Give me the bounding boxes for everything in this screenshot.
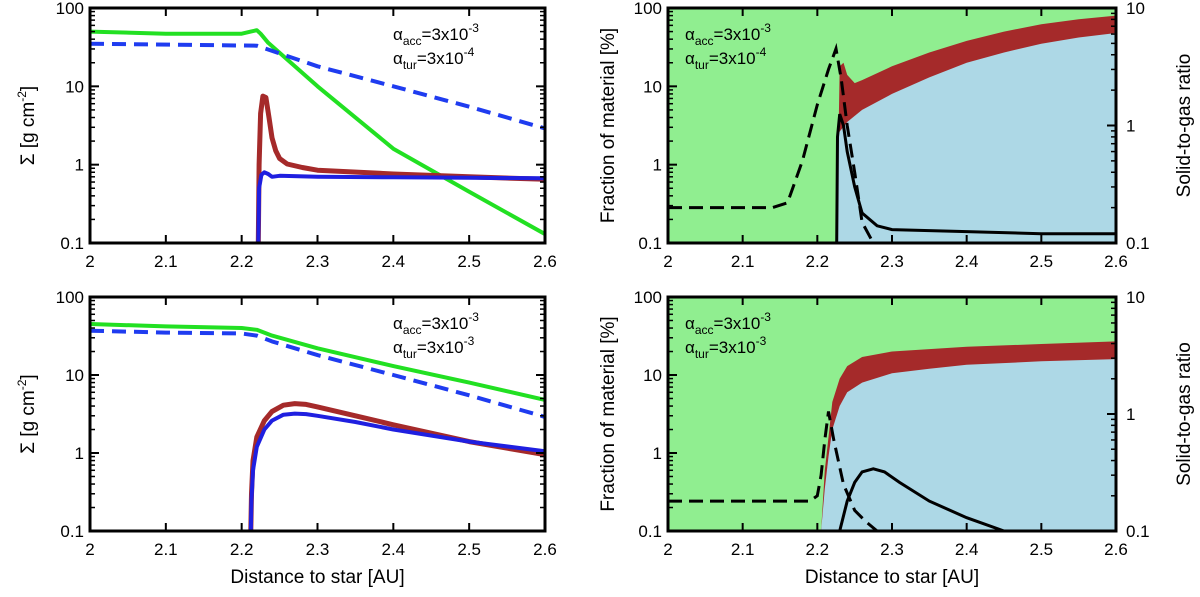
alpha-annotation-1: αacc=3x10-3 (685, 21, 771, 48)
x-tick-label: 2.2 (806, 252, 830, 271)
y-axis-label: Σ [g cm-2] (15, 374, 39, 453)
x-tick-label: 2.2 (230, 540, 254, 559)
x-tick-label: 2.2 (230, 252, 254, 271)
x-tick-label: 2.4 (382, 540, 406, 559)
x-tick-label: 2.5 (1030, 540, 1054, 559)
x-axis-label: Distance to star [AU] (230, 567, 404, 588)
y2-tick-label: 10 (1126, 0, 1145, 18)
x-tick-label: 2.4 (382, 252, 406, 271)
solid-to-gas-dashed-line (668, 411, 879, 531)
series-line-1 (90, 41, 545, 131)
solid-to-gas-solid-line (838, 467, 1005, 531)
x-tick-label: 2.1 (154, 252, 178, 271)
y-tick-label: 0.1 (60, 234, 84, 253)
x-tick-label: 2.3 (306, 252, 330, 271)
x-tick-label: 2.6 (1104, 252, 1128, 271)
x-tick-label: 2.3 (880, 252, 904, 271)
x-tick-label: 2.2 (806, 540, 830, 559)
y2-tick-label: 0.1 (1126, 234, 1150, 253)
y-tick-label: 1 (75, 156, 84, 175)
x-tick-label: 2.3 (880, 540, 904, 559)
y-tick-label: 100 (56, 288, 84, 307)
y-tick-label: 0.1 (60, 522, 84, 541)
alpha-annotation-2: αtur=3x10-3 (393, 334, 475, 361)
panel-top-right: 2 2.1 2.2 2.3 2.4 2.5 2.60.11101000.1110Solid-… (598, 0, 1195, 271)
x-tick-label: 2.6 (533, 252, 557, 271)
x-tick-label: 2.3 (306, 540, 330, 559)
x-tick-label: 2 (85, 252, 94, 271)
y-tick-label: 1 (653, 156, 662, 175)
solid-to-gas-solid-line (835, 113, 1116, 243)
alpha-annotation-1: αacc=3x10-3 (685, 310, 771, 337)
x-tick-label: 2 (663, 252, 672, 271)
x-tick-label: 2.6 (533, 540, 557, 559)
x-tick-label: 2.1 (731, 540, 755, 559)
y-tick-label: 100 (634, 288, 662, 307)
x-tick-label: 2.5 (1030, 252, 1054, 271)
y2-tick-label: 0.1 (1126, 522, 1150, 541)
dust-region (821, 359, 1116, 531)
series-line-3 (256, 170, 545, 243)
panel-bottom-left: 2 2.1 2.2 2.3 2.4 2.5 2.6 0.1 1 10 100 Σ [g cm-2] Di… (15, 288, 557, 588)
alpha-annotation-2: αtur=3x10-4 (393, 45, 475, 72)
alpha-annotation-2: αtur=3x10-4 (685, 45, 767, 72)
plot-area (668, 297, 1116, 531)
y-tick-label: 10 (643, 77, 662, 96)
panel-bottom-right: 2 2.1 2.2 2.3 2.4 2.5 2.60.11101000.1110Solid-… (598, 288, 1195, 588)
x-tick-label: 2.6 (1104, 540, 1128, 559)
x-tick-label: 2 (85, 540, 94, 559)
y-tick-label: 0.1 (638, 522, 662, 541)
y-axis-label: Fraction of material [%] (598, 316, 619, 511)
dust-region (836, 33, 1116, 243)
y2-axis-label: Solid-to-gas ratio (1174, 342, 1195, 486)
series-line-2 (255, 93, 545, 243)
x-tick-label: 2.4 (955, 540, 979, 559)
series-line-0 (90, 28, 545, 236)
x-tick-label: 2.5 (457, 540, 481, 559)
alpha-annotation-1: αacc=3x10-3 (393, 310, 479, 337)
y-tick-label: 100 (56, 0, 84, 18)
y2-tick-label: 1 (1126, 117, 1135, 136)
x-tick-label: 2.1 (731, 252, 755, 271)
y-tick-label: 10 (643, 366, 662, 385)
series-line-0 (90, 322, 545, 402)
y-tick-label: 1 (653, 444, 662, 463)
y-tick-label: 1 (75, 444, 84, 463)
alpha-annotation-2: αtur=3x10-3 (685, 334, 767, 361)
y-axis-label: Σ [g cm-2] (15, 86, 39, 165)
y2-axis-label: Solid-to-gas ratio (1174, 54, 1195, 198)
plot-area (90, 28, 545, 243)
x-tick-label: 2.5 (457, 252, 481, 271)
y2-tick-label: 10 (1126, 288, 1145, 307)
series-line-1 (90, 328, 545, 419)
y-tick-label: 0.1 (638, 234, 662, 253)
series-line-2 (248, 401, 545, 531)
x-tick-label: 2 (663, 540, 672, 559)
y2-tick-label: 1 (1126, 405, 1135, 424)
plot-area (668, 8, 1116, 243)
series-line-3 (248, 411, 545, 531)
x-tick-label: 2.1 (154, 540, 178, 559)
plot-area (90, 322, 545, 531)
alpha-annotation-1: αacc=3x10-3 (393, 21, 479, 48)
y-tick-label: 10 (65, 366, 84, 385)
solid-to-gas-dashed-line (668, 42, 875, 243)
y-tick-label: 100 (634, 0, 662, 18)
y-axis-label: Fraction of material [%] (598, 28, 619, 223)
panel-top-left: 2 2.1 2.2 2.3 2.4 2.5 2.6 0.1 1 10 100 Σ [g cm-2] αa… (15, 0, 557, 271)
x-axis-label: Distance to star [AU] (805, 567, 979, 588)
x-tick-label: 2.4 (955, 252, 979, 271)
y-tick-label: 10 (65, 77, 84, 96)
